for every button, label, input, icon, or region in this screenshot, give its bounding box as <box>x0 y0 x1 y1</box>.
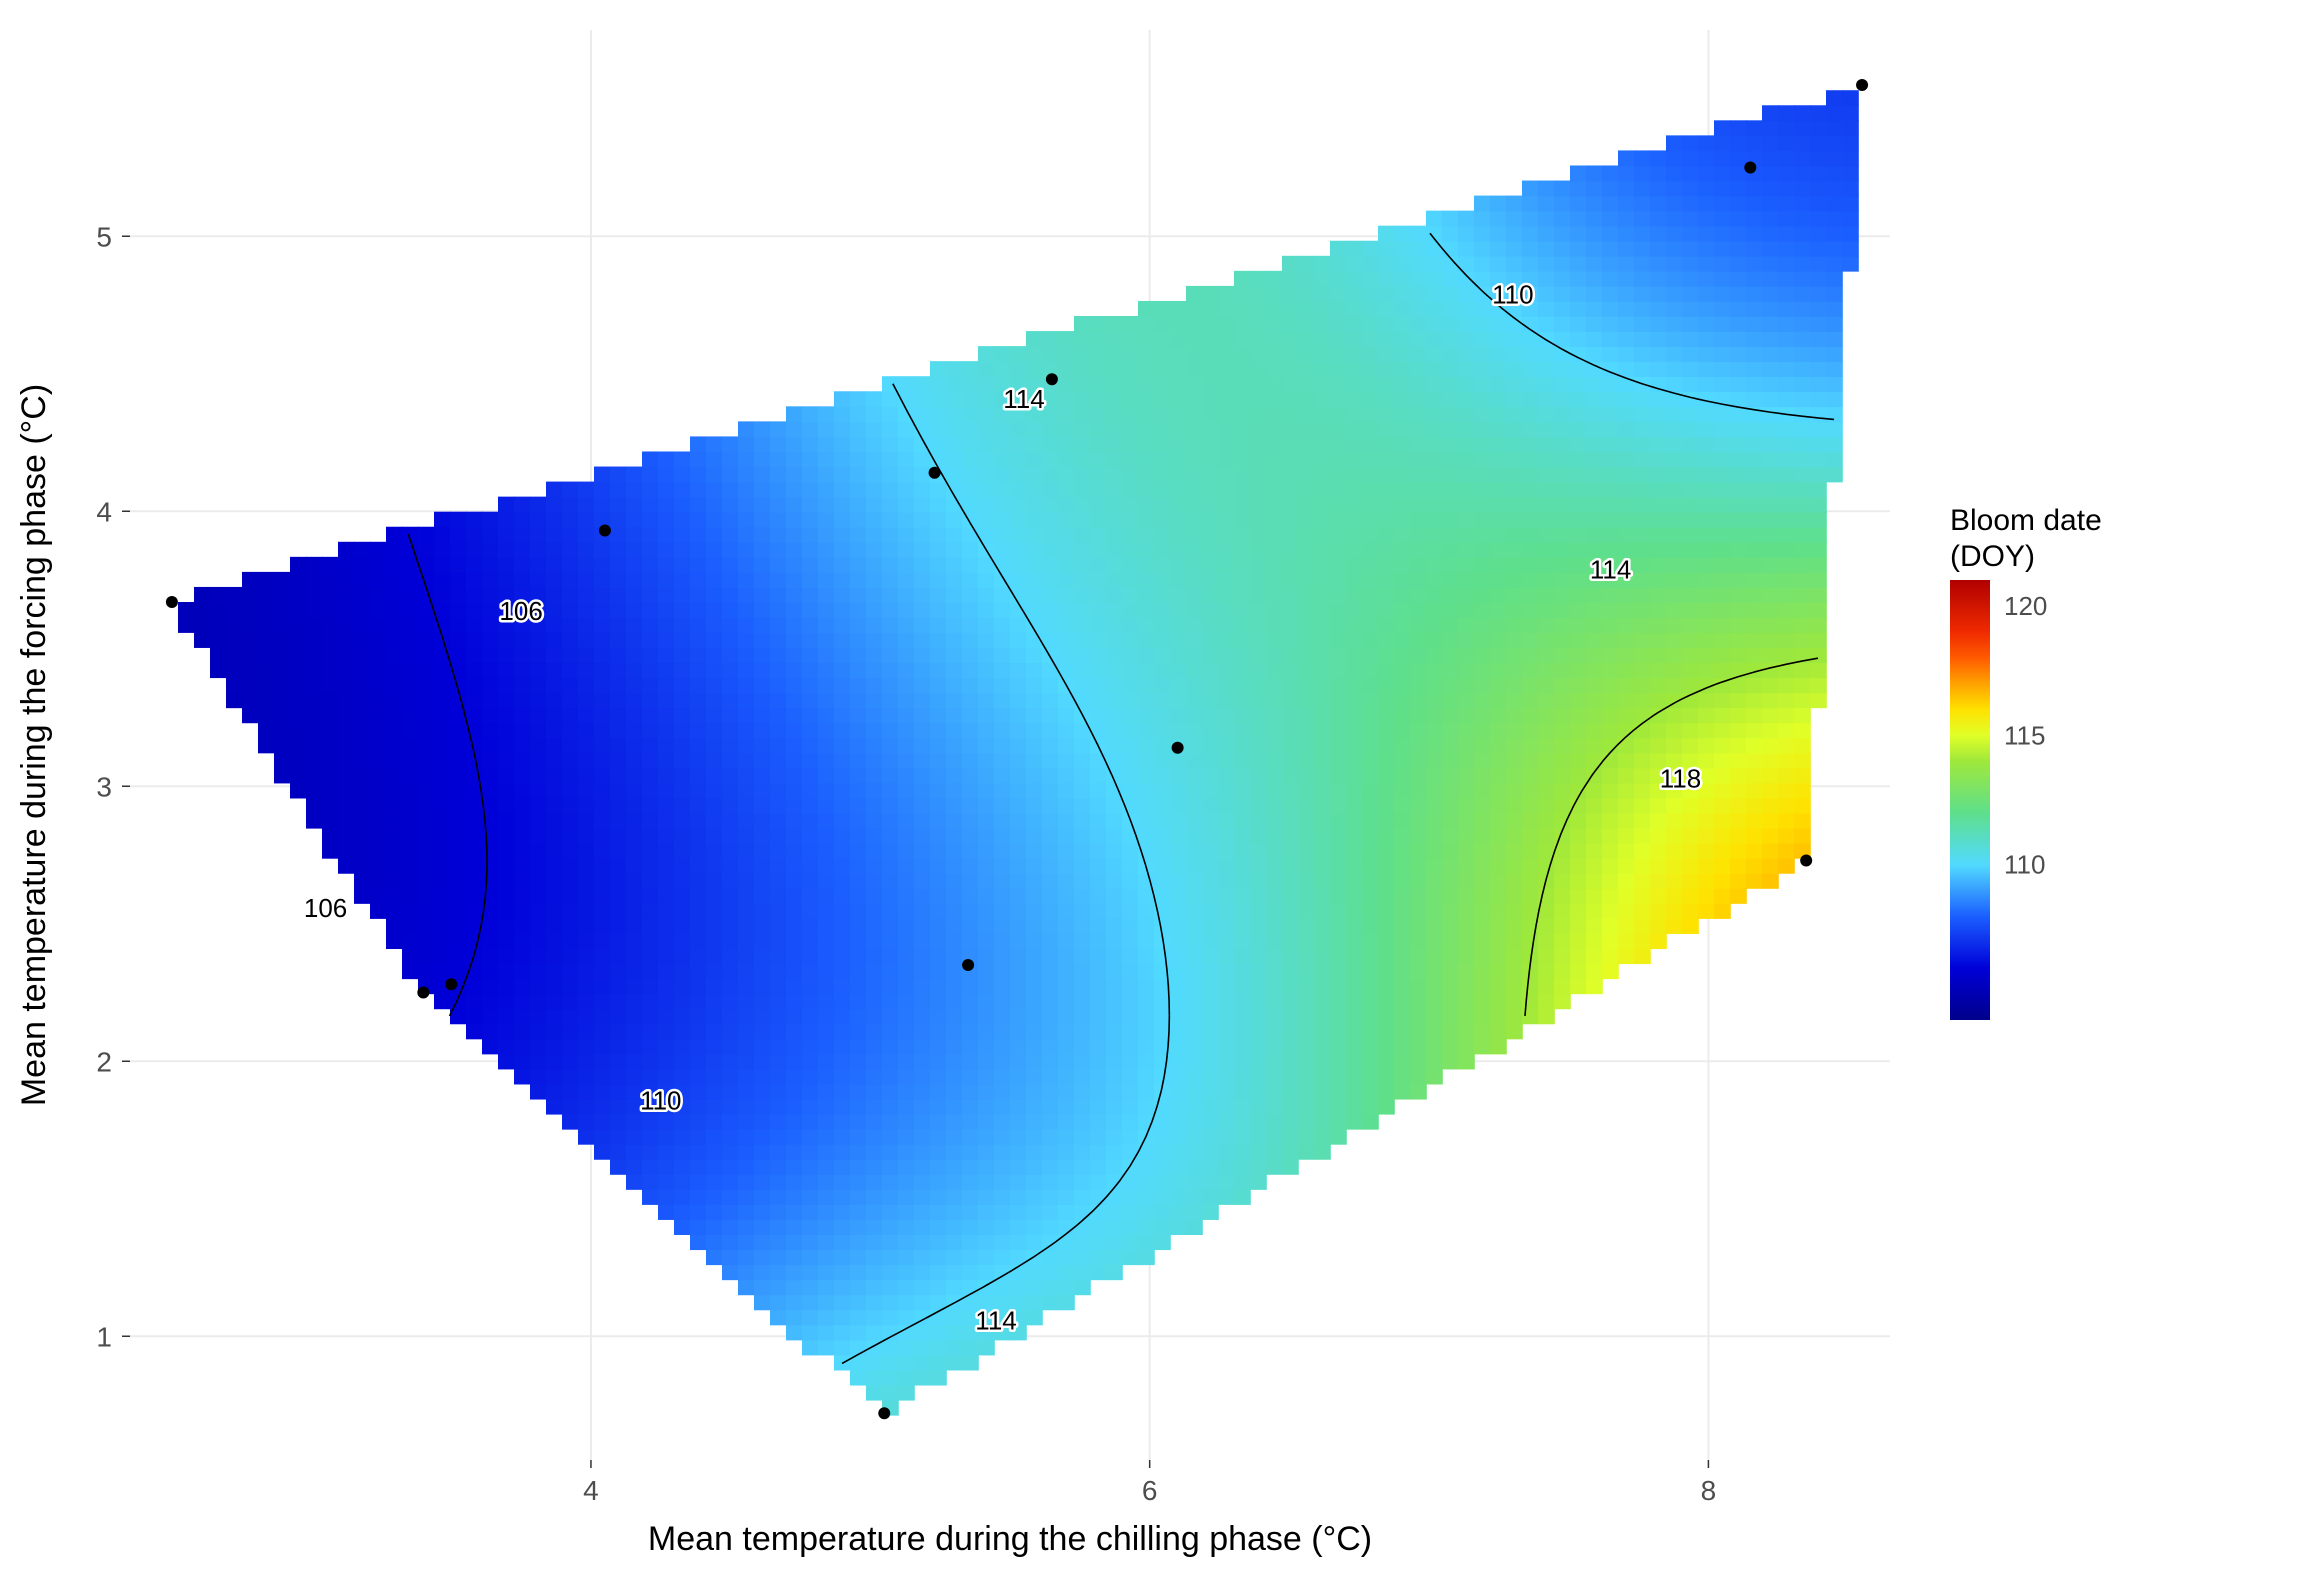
legend-subtitle: (DOY) <box>1950 540 2035 573</box>
legend-title: Bloom date <box>1950 504 2102 537</box>
y-tick-label: 4 <box>96 496 112 527</box>
y-axis-title: Mean temperature during the forcing phas… <box>15 384 53 1106</box>
x-axis-title: Mean temperature during the chilling pha… <box>648 1520 1372 1558</box>
y-tick-label: 2 <box>96 1046 112 1077</box>
x-tick-label: 6 <box>1142 1475 1158 1506</box>
y-tick-label: 1 <box>96 1321 112 1352</box>
x-tick-label: 4 <box>583 1475 599 1506</box>
legend-tick-label: 120 <box>2004 591 2047 621</box>
x-tick-label: 8 <box>1701 1475 1717 1506</box>
legend-colorbar <box>1950 580 1990 1020</box>
legend-tick-label: 115 <box>2004 720 2045 750</box>
legend-tick-label: 110 <box>2004 850 2045 880</box>
y-tick-label: 5 <box>96 221 112 252</box>
y-tick-label: 3 <box>96 771 112 802</box>
